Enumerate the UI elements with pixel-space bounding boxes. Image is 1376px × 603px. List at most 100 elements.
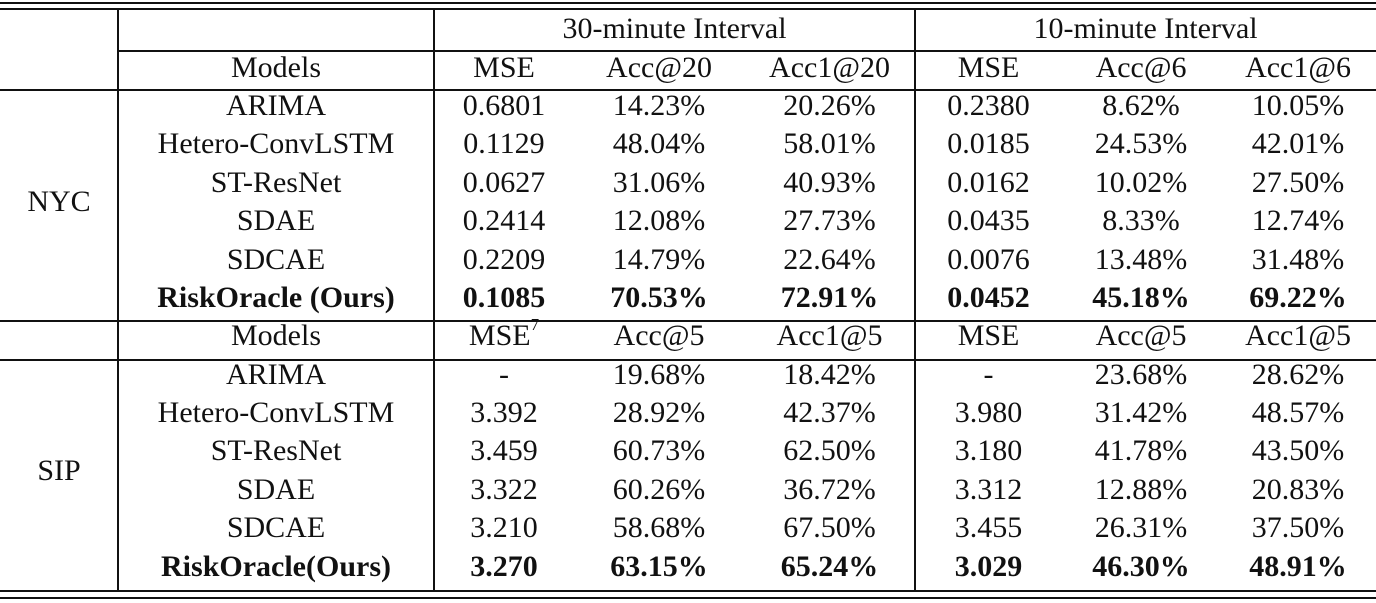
top-rule (0, 2, 1376, 4)
value-cell: 26.31% (1094, 511, 1188, 545)
models-header: Models (231, 50, 321, 84)
value-cell: 3.459 (470, 434, 538, 468)
header-rule-1 (118, 50, 1376, 52)
column-header: Acc1@20 (769, 50, 890, 84)
model-name: RiskOracle (Ours) (157, 280, 395, 314)
top-rule-inner (0, 8, 1376, 10)
value-cell: 0.1129 (463, 127, 545, 161)
value-cell: 60.26% (612, 472, 706, 506)
value-cell: 31.06% (612, 165, 706, 199)
value-cell: 28.62% (1251, 357, 1345, 391)
empty-cell (118, 10, 434, 48)
value-cell: 58.01% (783, 127, 876, 161)
value-cell: 63.15% (610, 549, 708, 583)
value-cell: - (983, 357, 994, 391)
value-cell: 8.33% (1102, 204, 1180, 238)
value-cell: 0.0627 (462, 165, 546, 199)
value-cell: 3.322 (470, 472, 538, 506)
model-name: Hetero-ConvLSTM (157, 396, 395, 430)
value-cell: 28.92% (612, 396, 706, 430)
empty-cell (0, 317, 118, 355)
table-row: NYC ARIMA 0.6801 14.23% 20.26% 0.2380 8.… (0, 87, 1376, 218)
value-cell: 70.53% (610, 280, 708, 314)
value-cell: 19.68% (612, 357, 706, 391)
model-name: ARIMA (225, 357, 326, 391)
value-cell: 58.68% (612, 511, 706, 545)
value-cell: 0.0076 (947, 242, 1030, 276)
table-row: SIP ARIMA - 19.68% 18.42% - 23.68% 28.62… (0, 356, 1376, 487)
model-name: SDAE (236, 204, 316, 238)
table-row: SDAE 3.322 60.26% 36.72% 3.312 12.88% 20… (0, 471, 1376, 509)
model-name: ST-ResNet (210, 165, 342, 199)
value-cell: 20.26% (783, 88, 876, 122)
vline-dataset (117, 10, 119, 590)
value-cell: 3.210 (470, 511, 538, 545)
interval-10-header: 10-minute Interval (1033, 12, 1258, 46)
value-cell: 3.180 (954, 434, 1023, 468)
table-row: ST-ResNet 3.459 60.73% 62.50% 3.180 41.7… (0, 432, 1376, 470)
value-cell: 31.48% (1251, 242, 1345, 276)
value-cell: 24.53% (1094, 127, 1188, 161)
value-cell: 23.68% (1094, 357, 1188, 391)
value-cell: 10.02% (1094, 165, 1188, 199)
column-header: Acc1@5 (1245, 319, 1352, 353)
value-cell: 48.91% (1249, 549, 1347, 583)
value-cell: 72.91% (780, 280, 879, 314)
model-name: SDAE (236, 472, 316, 506)
value-cell: 12.88% (1094, 472, 1188, 506)
column-header: MSE (473, 50, 535, 84)
value-cell: 48.04% (612, 127, 706, 161)
empty-cell (0, 48, 118, 86)
model-name: ARIMA (225, 88, 326, 122)
value-cell: 67.50% (783, 511, 876, 545)
value-cell: 42.01% (1251, 127, 1345, 161)
value-cell: 41.78% (1094, 434, 1188, 468)
column-header: MSE7 (434, 316, 574, 355)
value-cell: 0.2414 (462, 204, 546, 238)
nyc-bottom-rule (0, 320, 1376, 322)
value-cell: 48.57% (1251, 396, 1345, 430)
value-cell: 27.73% (783, 204, 876, 238)
value-cell: 27.50% (1251, 165, 1345, 199)
column-header: Acc@20 (606, 50, 712, 84)
value-cell: 40.93% (783, 165, 876, 199)
value-cell: 3.455 (954, 511, 1023, 545)
sip-header-rule (0, 359, 1376, 361)
value-cell: 37.50% (1251, 511, 1345, 545)
value-cell: 0.2380 (947, 88, 1030, 122)
table-row: Hetero-ConvLSTM 3.392 28.92% 42.37% 3.98… (0, 394, 1376, 432)
value-cell: 3.392 (470, 396, 538, 430)
table-row: SDCAE 0.2209 14.79% 22.64% 0.0076 13.48%… (0, 240, 1376, 278)
table-row: ST-ResNet 0.0627 31.06% 40.93% 0.0162 10… (0, 164, 1376, 202)
table-row-best: RiskOracle(Ours) 3.270 63.15% 65.24% 3.0… (0, 547, 1376, 585)
value-cell: 3.029 (954, 549, 1023, 583)
vline-interval (914, 10, 916, 590)
table-row: Hetero-ConvLSTM 0.1129 48.04% 58.01% 0.0… (0, 125, 1376, 163)
value-cell: 60.73% (612, 434, 706, 468)
column-header: MSE (957, 50, 1020, 84)
table-row: SDAE 0.2414 12.08% 27.73% 0.0435 8.33% 1… (0, 202, 1376, 240)
model-name: SDCAE (226, 511, 326, 545)
mse-label: MSE (468, 319, 531, 353)
value-cell: 13.48% (1094, 242, 1188, 276)
value-cell: 18.42% (783, 357, 876, 391)
nyc-column-header-row: Models MSE Acc@20 Acc1@20 MSE Acc@6 Acc1… (0, 48, 1376, 86)
value-cell: - (499, 357, 509, 391)
interval-30-header: 30-minute Interval (562, 12, 787, 46)
value-cell: 36.72% (783, 472, 876, 506)
value-cell: 10.05% (1251, 88, 1345, 122)
value-cell: 62.50% (783, 434, 876, 468)
value-cell: 69.22% (1249, 280, 1347, 314)
value-cell: 42.37% (783, 396, 876, 430)
vline-models (433, 10, 435, 590)
column-header: Acc1@6 (1245, 50, 1352, 84)
value-cell: 0.0185 (947, 127, 1030, 161)
value-cell: 0.0452 (947, 280, 1030, 314)
value-cell: 0.1085 (462, 280, 546, 314)
value-cell: 43.50% (1251, 434, 1345, 468)
value-cell: 3.312 (954, 472, 1023, 506)
bottom-rule (0, 597, 1376, 599)
value-cell: 0.0435 (947, 204, 1030, 238)
model-name: SDCAE (226, 242, 326, 276)
